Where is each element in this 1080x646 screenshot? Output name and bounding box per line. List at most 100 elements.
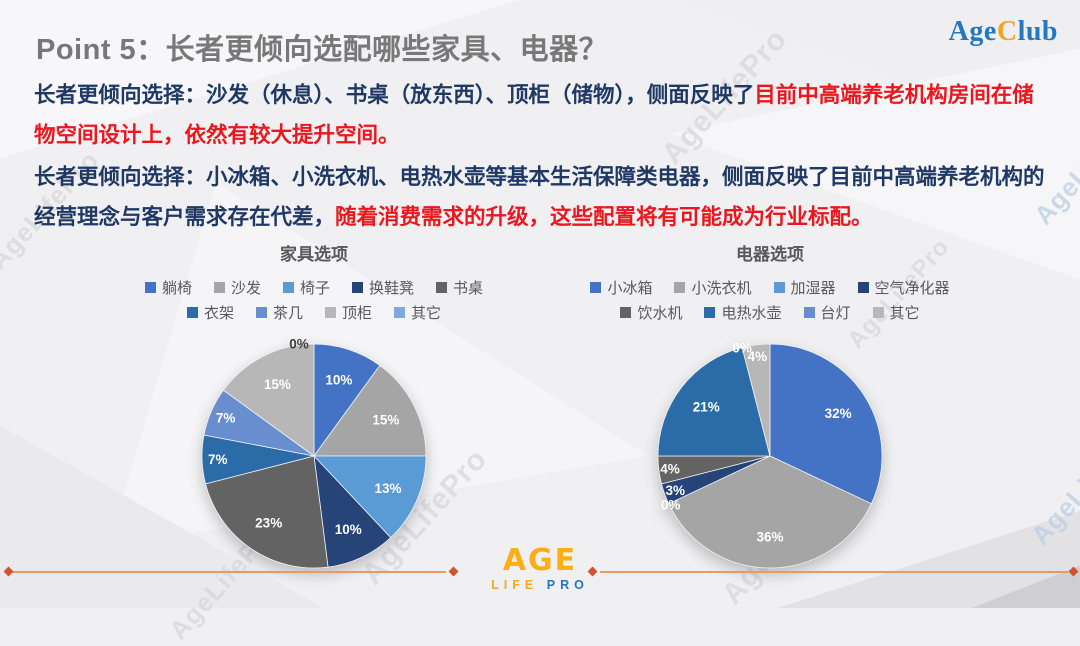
text-segment-highlight: 目前中高端养老机构房间在储物空间设计上，依然有较大提升空间。 bbox=[34, 83, 1034, 147]
legend-item: 沙发 bbox=[213, 277, 261, 298]
legend-item: 加湿器 bbox=[773, 277, 836, 298]
legend-row: 小冰箱 小洗衣机 加湿器 空气净化器 bbox=[590, 277, 950, 298]
legend-label: 电热水壶 bbox=[721, 305, 782, 322]
legend-label: 换鞋凳 bbox=[369, 280, 415, 297]
legend-label: 台灯 bbox=[820, 305, 851, 322]
pie-slice-小冰箱 bbox=[769, 343, 883, 505]
legend-label: 加湿器 bbox=[790, 280, 836, 297]
logo-age-text: AGE bbox=[502, 543, 578, 578]
legend-label: 其它 bbox=[889, 305, 920, 322]
legend-row: 衣架 茶几 顶柜 其它 bbox=[186, 302, 441, 323]
legend-item: 电热水壶 bbox=[704, 302, 782, 323]
pie-slice-顶柜 bbox=[222, 343, 315, 457]
legend-item: 茶几 bbox=[255, 302, 303, 323]
legend-item: 小洗衣机 bbox=[674, 277, 752, 298]
legend-item: 其它 bbox=[394, 302, 441, 323]
legend-label: 衣架 bbox=[203, 305, 234, 322]
legend-label: 空气净化器 bbox=[874, 280, 950, 297]
legend-swatch-icon bbox=[394, 307, 406, 318]
logo-life-text: LIFE bbox=[491, 578, 539, 592]
legend-item: 书桌 bbox=[436, 277, 483, 298]
legend-item: 换鞋凳 bbox=[352, 277, 414, 298]
paragraph-2: 长者更倾向选择：小冰箱、小洗衣机、电热水壶等基本生活保障类电器，侧面反映了目前中… bbox=[34, 158, 1050, 238]
legend-label: 顶柜 bbox=[342, 305, 373, 322]
legend-swatch-icon bbox=[325, 307, 336, 318]
appliance-pie-chart: 电器选项 小冰箱 小洗衣机 加湿器 空气净化器 饮水机 电热水壶 台灯 其它 32% 36% 3%… bbox=[562, 240, 978, 581]
legend-item: 躺椅 bbox=[144, 277, 192, 298]
legend-item: 空气净化器 bbox=[857, 277, 950, 298]
legend-swatch-icon bbox=[704, 307, 716, 318]
brand-part: Age bbox=[948, 16, 997, 47]
legend-item: 椅子 bbox=[282, 277, 330, 298]
slice-label-加湿器: 0% bbox=[661, 498, 681, 513]
slice-label-小洗衣机: 36% bbox=[756, 530, 783, 545]
legend-label: 小洗衣机 bbox=[691, 280, 752, 297]
legend-swatch-icon bbox=[255, 307, 267, 318]
body-text: 长者更倾向选择：沙发（休息）、书桌（放东西）、顶柜（储物），侧面反映了目前中高端… bbox=[34, 76, 1050, 240]
legend-swatch-icon bbox=[282, 282, 294, 293]
电器选项-pie-svg: 32%36%3%4%21%4%0%0% bbox=[657, 341, 883, 569]
legend-label: 其它 bbox=[411, 305, 442, 322]
legend-swatch-icon bbox=[213, 282, 225, 293]
text-segment: 长者更倾向选择：沙发（休息）、书桌（放东西）、顶柜（储物），侧面反映了 bbox=[34, 83, 755, 107]
legend-label: 躺椅 bbox=[161, 280, 192, 297]
page-title: Point 5：长者更倾向选配哪些家具、电器？ bbox=[36, 34, 609, 66]
chart-title: 家具选项 bbox=[280, 245, 348, 264]
legend-swatch-icon bbox=[857, 282, 869, 293]
legend-item: 顶柜 bbox=[325, 302, 372, 323]
slice-label-书桌: 23% bbox=[255, 516, 282, 531]
slice-label-其它: 0% bbox=[289, 336, 309, 351]
pie-slice-电热水壶 bbox=[657, 347, 771, 457]
furniture-pie-chart: 家具选项 躺椅 沙发 椅子 换鞋凳 书桌衣架 茶几 顶柜 其它 10% 15% 13% 10% 23%… bbox=[108, 240, 520, 581]
legend-swatch-icon bbox=[872, 307, 884, 318]
ageclub-logo: AgeClub bbox=[949, 16, 1058, 48]
legend-swatch-icon bbox=[803, 307, 815, 318]
legend-item: 小冰箱 bbox=[590, 277, 652, 298]
slice-label-椅子: 13% bbox=[374, 481, 401, 496]
slice-label-饮水机: 4% bbox=[660, 462, 680, 477]
logo-pro-text: PRO bbox=[546, 578, 589, 592]
legend-swatch-icon bbox=[144, 282, 156, 293]
legend-row: 躺椅 沙发 椅子 换鞋凳 书桌 bbox=[144, 277, 483, 298]
legend-item: 其它 bbox=[872, 302, 920, 323]
agelifepro-logo: AGE LIFE PRO bbox=[0, 546, 1080, 592]
legend-swatch-icon bbox=[436, 282, 448, 293]
paragraph-1: 长者更倾向选择：沙发（休息）、书桌（放东西）、顶柜（储物），侧面反映了目前中高端… bbox=[34, 76, 1050, 156]
slide: { "slide": { "title": "Point 5：长者更倾向选配哪些… bbox=[0, 16, 1080, 646]
legend-swatch-icon bbox=[773, 282, 785, 293]
legend-row: 饮水机 电热水壶 台灯 其它 bbox=[620, 302, 920, 323]
pie-slice-椅子 bbox=[313, 455, 427, 539]
slice-label-沙发: 15% bbox=[372, 412, 399, 427]
pie: 10% 15% 13% 10% 23% 7% 7% 15% 0% bbox=[108, 331, 520, 581]
watermark: AgeLifePro bbox=[1025, 419, 1080, 551]
legend-label: 书桌 bbox=[453, 280, 484, 297]
legend-swatch-icon bbox=[352, 282, 363, 293]
slice-label-衣架: 7% bbox=[208, 452, 228, 467]
slice-label-躺椅: 10% bbox=[325, 372, 352, 387]
pie-slice-其它 bbox=[741, 343, 771, 457]
legend-item: 饮水机 bbox=[620, 302, 682, 323]
legend-swatch-icon bbox=[590, 282, 602, 293]
brand-part: lub bbox=[1017, 16, 1058, 47]
slice-label-换鞋凳: 10% bbox=[335, 522, 362, 537]
chart-title: 电器选项 bbox=[736, 245, 804, 264]
text-segment: 长者更倾向选择：小冰箱、小洗衣机、电热水壶等基本生活保障类电器，侧面反映了目前中… bbox=[34, 164, 1045, 229]
legend-label: 沙发 bbox=[230, 280, 261, 297]
slice-label-小冰箱: 32% bbox=[825, 406, 852, 421]
legend-label: 饮水机 bbox=[637, 305, 683, 322]
legend-swatch-icon bbox=[674, 282, 686, 293]
legend-swatch-icon bbox=[620, 307, 632, 318]
chart-legend: 小冰箱 小洗衣机 加湿器 空气净化器饮水机 电热水壶 台灯 其它 bbox=[562, 277, 978, 323]
chart-legend: 躺椅 沙发 椅子 换鞋凳 书桌衣架 茶几 顶柜 其它 bbox=[108, 277, 520, 323]
legend-label: 小冰箱 bbox=[607, 280, 653, 297]
家具选项-pie-svg: 10% 15% 13% 10% 23% 7% 7% 15% 0% bbox=[201, 336, 427, 569]
footer-divider-line bbox=[12, 571, 446, 573]
legend-item: 衣架 bbox=[186, 302, 234, 323]
slice-label-台灯: 0% bbox=[732, 341, 752, 356]
legend-item: 台灯 bbox=[803, 302, 851, 323]
slice-label-顶柜: 15% bbox=[264, 377, 291, 392]
pie-slice-沙发 bbox=[313, 364, 427, 457]
slice-label-电热水壶: 21% bbox=[693, 400, 720, 415]
pie-slice-书桌 bbox=[205, 455, 329, 569]
legend-label: 茶几 bbox=[272, 305, 303, 322]
